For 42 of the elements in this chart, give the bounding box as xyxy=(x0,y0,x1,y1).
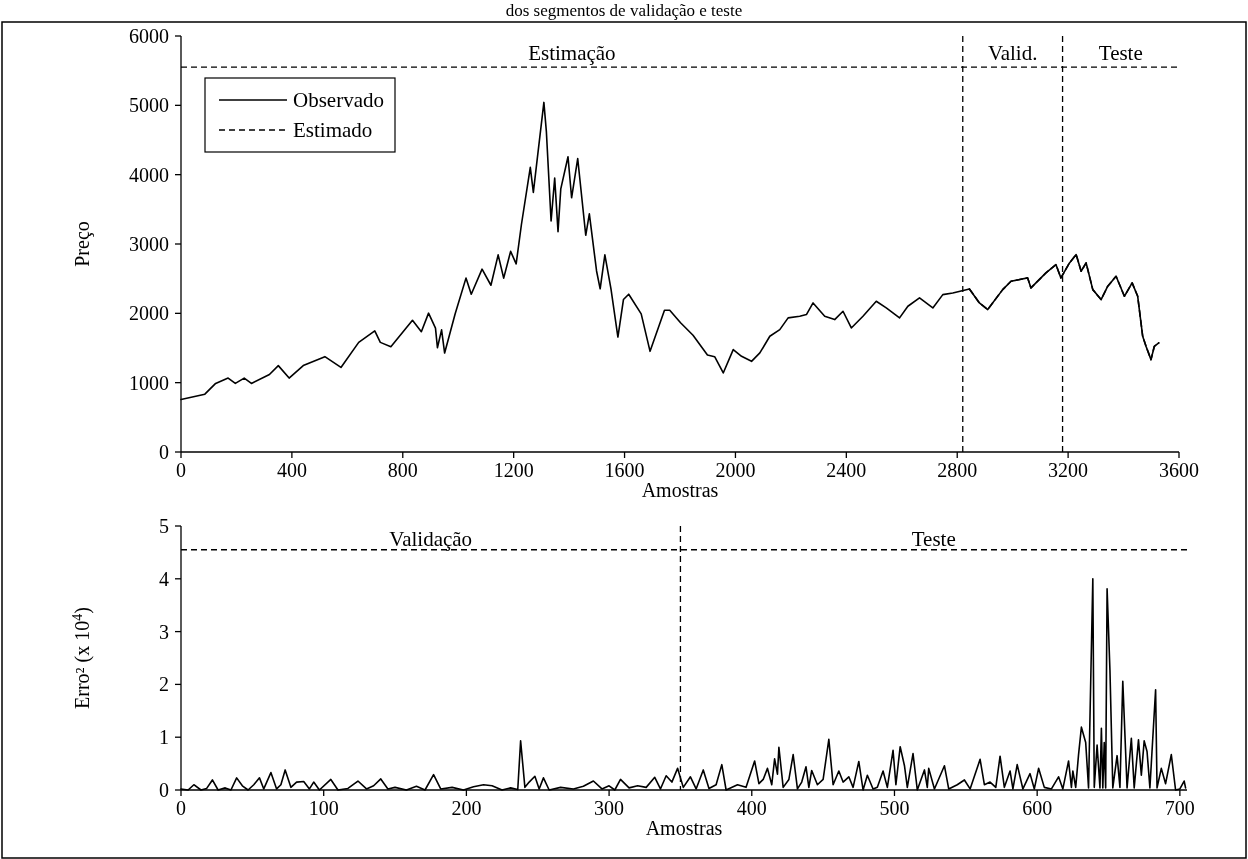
x-tick-label: 3600 xyxy=(1159,459,1199,481)
x-tick-label: 2000 xyxy=(715,459,756,481)
y-tick-label: 1 xyxy=(159,726,169,749)
y-tick-label: 0 xyxy=(159,779,169,801)
x-tick-label: 500 xyxy=(879,797,910,819)
x-tick-label: 600 xyxy=(1022,797,1053,819)
annotation: Validação xyxy=(389,526,473,551)
chart-title: dos segmentos de validação e teste xyxy=(505,1,743,20)
y-tick-label: 2 xyxy=(159,673,169,696)
y-tick-label: 0 xyxy=(159,441,169,463)
y-tick-label: 3000 xyxy=(129,233,169,255)
x-axis-title: Amostras xyxy=(645,817,723,839)
y-tick-label: 1000 xyxy=(129,371,169,394)
y-tick-label: 5000 xyxy=(129,94,169,117)
x-tick-label: 400 xyxy=(736,797,767,819)
x-tick-label: 2800 xyxy=(937,459,978,481)
x-tick-label: 1200 xyxy=(493,459,534,481)
x-tick-label: 400 xyxy=(276,459,307,481)
annotation: Teste xyxy=(911,526,956,551)
x-tick-label: 0 xyxy=(176,459,186,481)
legend-label: Observado xyxy=(293,88,384,112)
x-tick-label: 200 xyxy=(451,797,482,819)
annotation: Teste xyxy=(1098,40,1143,65)
x-tick-label: 800 xyxy=(387,459,418,481)
x-tick-label: 0 xyxy=(176,797,186,819)
y-tick-label: 5 xyxy=(159,515,169,537)
annotation: Estimação xyxy=(528,40,616,65)
annotation: Valid. xyxy=(987,40,1038,65)
y-tick-label: 2000 xyxy=(129,302,169,325)
y-tick-label: 3 xyxy=(159,620,169,643)
x-tick-label: 1600 xyxy=(604,459,645,481)
y-tick-label: 4 xyxy=(159,567,169,590)
y-tick-label: 4000 xyxy=(129,163,169,186)
x-tick-label: 2400 xyxy=(826,459,867,481)
x-tick-label: 100 xyxy=(308,797,339,819)
x-axis-title: Amostras xyxy=(641,479,719,501)
legend-label: Estimado xyxy=(293,118,373,142)
x-tick-label: 300 xyxy=(594,797,625,819)
y-tick-label: 6000 xyxy=(129,25,169,47)
x-tick-label: 700 xyxy=(1164,797,1195,819)
x-tick-label: 3200 xyxy=(1048,459,1089,481)
y-axis-title: Preço xyxy=(71,221,94,267)
